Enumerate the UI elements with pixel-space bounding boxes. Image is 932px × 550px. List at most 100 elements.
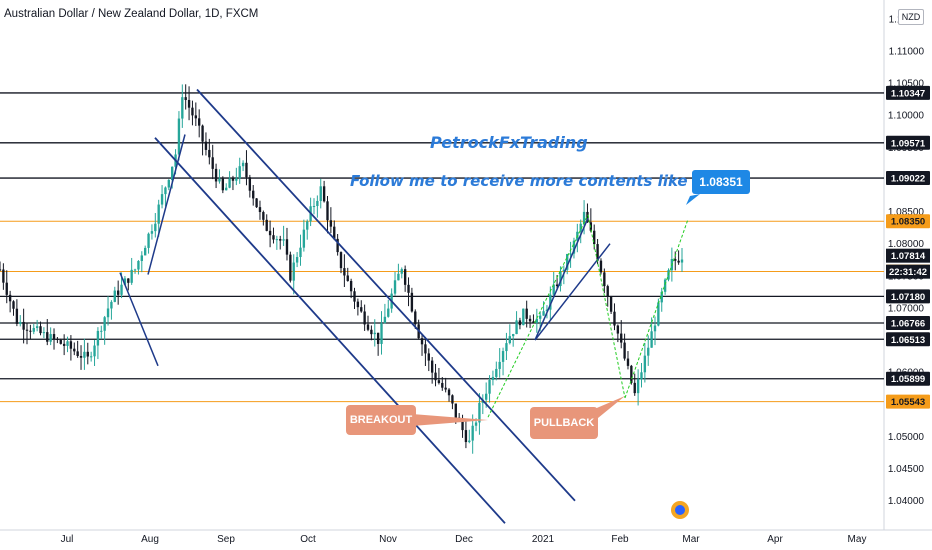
candle-body	[69, 341, 73, 349]
candle-body	[643, 355, 647, 373]
candle-body	[245, 162, 248, 178]
level-price-tag-label: 1.07180	[891, 292, 925, 303]
candle-body	[133, 269, 137, 271]
candle-body	[218, 178, 221, 182]
candle-body	[566, 253, 569, 270]
x-tick-label: Aug	[141, 534, 159, 545]
candle-body	[255, 198, 258, 208]
candle-body	[343, 268, 346, 276]
candle-body	[525, 308, 528, 319]
y-tick-label: 1.10500	[888, 79, 925, 90]
candle-body	[285, 239, 289, 255]
candle-body	[8, 294, 12, 302]
candle-body	[137, 260, 140, 270]
candle-body	[660, 291, 663, 303]
candle-body	[295, 257, 299, 263]
current-price-label: 1.07814	[891, 251, 926, 262]
level-price-tag	[886, 371, 930, 386]
candle-body	[116, 290, 120, 295]
y-tick-label: 1.08500	[888, 207, 925, 218]
candle-body	[19, 321, 22, 324]
breakout-callout: BREAKOUT	[346, 405, 416, 435]
candle-body	[640, 372, 643, 380]
candle-body	[437, 380, 441, 383]
candle-body	[164, 187, 167, 195]
candle-body	[650, 331, 653, 348]
candle-body	[187, 99, 191, 108]
candle-body	[522, 308, 525, 326]
candle-body	[380, 323, 383, 344]
candle-body	[333, 226, 336, 239]
candle-body	[22, 321, 25, 330]
target-pointer	[686, 194, 700, 205]
rising-line-a	[534, 243, 611, 341]
candle-body	[123, 278, 127, 285]
candle-body	[532, 321, 535, 323]
candle-body	[542, 311, 545, 316]
candle-body	[130, 269, 133, 283]
candle-body	[89, 356, 93, 358]
level-price-tag	[886, 289, 930, 304]
candle-body	[498, 361, 501, 369]
candle-body	[647, 347, 650, 356]
candle-body	[512, 334, 515, 337]
candle-body	[140, 255, 143, 261]
candle-body	[312, 206, 316, 208]
candle-body	[73, 348, 76, 352]
candle-body	[505, 343, 508, 352]
candle-body	[275, 239, 279, 241]
candle-body	[464, 430, 468, 443]
candle-body	[653, 325, 657, 332]
candle-body	[194, 115, 198, 119]
pullback-pointer	[592, 396, 625, 418]
candle-body	[42, 332, 46, 334]
candle-body	[407, 284, 410, 293]
candle-body	[674, 259, 677, 261]
candle-body	[214, 168, 218, 182]
level-price-tag	[886, 394, 930, 409]
level-price-tag	[886, 332, 930, 347]
trend-line-b	[147, 134, 186, 275]
candle-body	[150, 231, 154, 234]
candle-body	[599, 260, 603, 273]
level-price-tag	[886, 135, 930, 150]
candle-body	[586, 211, 589, 223]
level-price-tag-label: 1.05543	[891, 397, 925, 408]
candle-body	[127, 278, 130, 283]
candle-body	[86, 351, 89, 357]
candle-body	[515, 320, 518, 335]
candle-body	[167, 180, 170, 188]
level-price-tag	[886, 171, 930, 186]
candle-body	[478, 402, 481, 423]
tagline-text: Follow me to receive more contents like …	[350, 172, 731, 190]
level-price-tag-label: 1.06766	[891, 319, 925, 330]
candle-body	[657, 302, 660, 326]
level-price-tag	[886, 85, 930, 100]
candle-body	[447, 389, 451, 396]
candle-body	[393, 280, 397, 294]
candle-body	[279, 239, 282, 241]
countdown-tag	[886, 264, 930, 279]
candle-body	[5, 282, 8, 295]
chart-title: Australian Dollar / New Zealand Dollar, …	[4, 8, 259, 20]
candle-body	[349, 280, 353, 292]
candle-body	[400, 269, 403, 274]
candle-body	[346, 275, 349, 281]
candle-body	[549, 294, 552, 310]
candle-body	[603, 272, 606, 287]
candle-body	[96, 330, 100, 346]
candle-body	[147, 233, 150, 248]
x-tick-label: Feb	[611, 534, 629, 545]
x-tick-label: Sep	[217, 534, 235, 545]
candle-body	[626, 358, 630, 366]
candle-body	[593, 230, 596, 245]
currency-badge[interactable]: NZD	[898, 9, 924, 25]
candle-body	[103, 317, 106, 331]
candle-body	[235, 178, 238, 181]
current-price-tag	[886, 248, 930, 263]
countdown-label: 22:31:42	[889, 267, 927, 278]
candle-body	[444, 387, 447, 390]
candle-body	[262, 212, 265, 220]
